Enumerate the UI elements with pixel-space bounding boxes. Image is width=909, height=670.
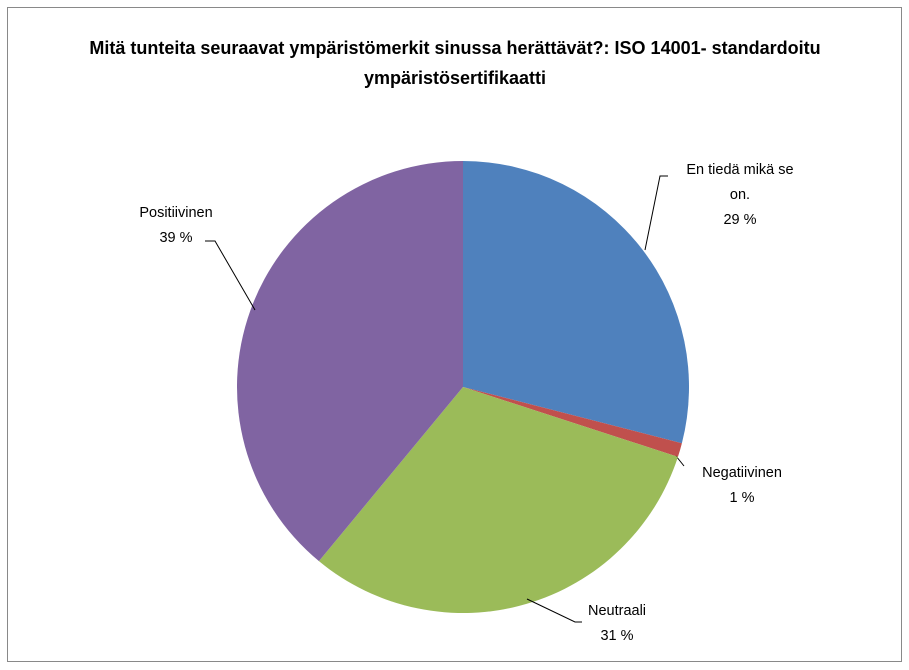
category-label: Positiivinen (139, 205, 213, 221)
pie-slice (237, 161, 463, 562)
chart-frame (7, 7, 902, 662)
data-label: Negatiivinen 1 % (667, 461, 817, 511)
category-label: Negatiivinen (702, 465, 782, 481)
value-label: 29 % (723, 212, 757, 228)
category-label: Neutraali (587, 603, 647, 619)
value-label: 31 % (600, 628, 634, 644)
leader-line (644, 175, 668, 251)
data-label: En tiedä mikä se on. 29 % (665, 158, 815, 233)
leader-line (205, 240, 256, 311)
value-label: 1 % (729, 490, 755, 506)
leader-line (526, 598, 582, 623)
category-label: En tiedä mikä se on. (686, 162, 794, 203)
pie-slice (463, 161, 689, 444)
chart-title: Mitä tunteita seuraavat ympäristömerkit … (89, 38, 821, 88)
value-label: 39 % (159, 230, 193, 246)
data-label: Neutraali 31 % (542, 599, 692, 649)
data-label: Positiivinen 39 % (101, 201, 251, 251)
pie-slice (463, 387, 682, 457)
pie-slice (318, 387, 678, 613)
